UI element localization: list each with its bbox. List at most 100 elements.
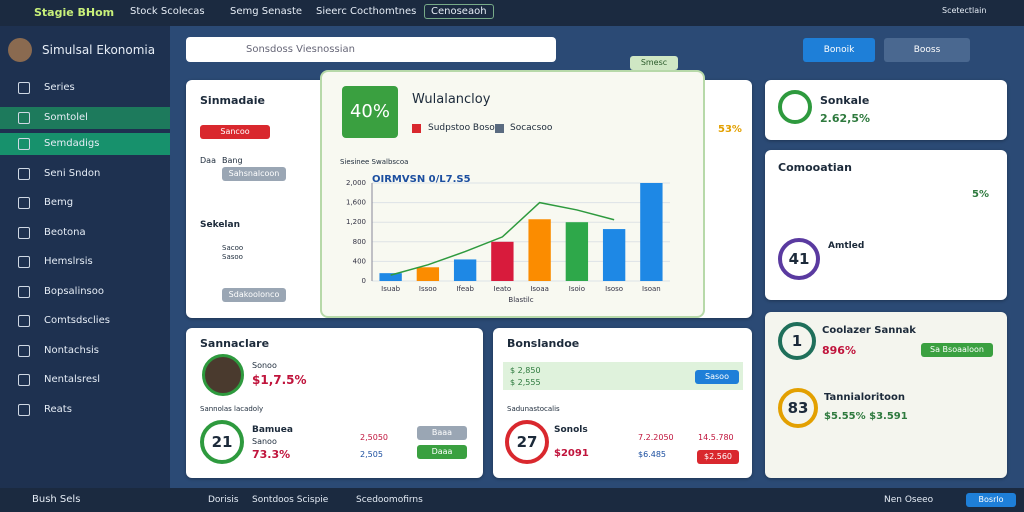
pct: 5% [972, 189, 989, 200]
x-tick-label: Ifeab [456, 285, 474, 293]
sidebar-item[interactable]: Semdadigs [44, 138, 100, 149]
card-title: Coolazer Sannak [822, 325, 916, 336]
y-tick-label: 800 [353, 238, 366, 246]
sidebar-icon [18, 374, 30, 386]
user[interactable]: Scetectlain [942, 6, 987, 15]
gauge: 1 [778, 322, 816, 360]
bottom-item[interactable]: Dorisis [208, 495, 239, 505]
side-pct: 53% [718, 124, 742, 135]
search[interactable] [186, 37, 556, 62]
sidebar-item[interactable]: Somtolel [44, 111, 88, 123]
section: Sekelan [200, 220, 240, 230]
bottom-right: Nen Oseeo [884, 495, 934, 505]
value: 2.62,5% [820, 112, 870, 125]
button[interactable]: Daaa [417, 445, 467, 459]
sub: $2091 [554, 448, 589, 459]
bar [491, 241, 514, 281]
profile[interactable]: Booss [884, 38, 970, 62]
x-tick-label: Isoaa [530, 285, 549, 293]
gauge: 41 [778, 238, 820, 280]
x-tick-label: Isoso [605, 285, 623, 293]
bottom-button[interactable]: Bosrlo [966, 493, 1016, 507]
tag: Sancoo [200, 125, 270, 139]
popup-title: Wulalancloy [412, 92, 491, 107]
tab[interactable]: Semg Senaste [230, 6, 303, 17]
card-title: Comooatian [778, 161, 852, 174]
toolbar-button[interactable]: Bonoik [803, 38, 875, 62]
sidebar-icon [18, 197, 30, 209]
sidebar-item[interactable]: Bemg [44, 197, 74, 208]
sidebar-item[interactable]: Nontachsis [44, 344, 100, 356]
button[interactable]: Sasoo [695, 370, 739, 384]
button[interactable]: Baaa [417, 426, 467, 440]
label: Bamuea [252, 425, 293, 435]
y-tick-label: 400 [353, 257, 366, 265]
sidebar-icon [18, 285, 30, 298]
sidebar-item[interactable]: Seni Sndon [44, 167, 101, 179]
y-tick-label: 1,200 [346, 218, 366, 226]
sidebar [0, 26, 170, 488]
sidebar-title: Simulsal Ekonomia [42, 43, 156, 57]
amount: $1,7.5% [252, 373, 307, 387]
sidebar-icon [18, 344, 30, 357]
bottom-item[interactable]: Scedoomofirns [356, 495, 423, 505]
big-tile: 40% [342, 86, 398, 138]
sidebar-item[interactable]: Bopsalinsoo [44, 285, 105, 297]
x-tick-label: Issoo [419, 285, 437, 293]
sidebar-item[interactable]: Beotona [44, 226, 86, 238]
x-tick-label: Ieato [494, 285, 512, 293]
tab[interactable]: Stock Scolecas [130, 6, 205, 17]
brand: Stagie BHom [34, 6, 115, 19]
button[interactable]: Sa Bsoaaloon [921, 343, 993, 357]
sidebar-item[interactable]: Reats [44, 403, 72, 415]
legend-swatch [412, 124, 421, 133]
gauge: 27 [505, 420, 549, 464]
chart: 0 400 800 1,200 1,600 2,000 Isuab Issoo Ifeab Iea… [346, 179, 670, 304]
name: Sonoo [252, 361, 277, 370]
sidebar-item[interactable]: Comtsdsclies [44, 315, 110, 326]
section: Sannolas lacadoly [200, 405, 264, 413]
x-tick-label: Isuab [381, 285, 400, 293]
value: $2.560 [697, 450, 739, 464]
avatar [8, 38, 32, 62]
trend-line [390, 201, 615, 276]
bar [453, 259, 477, 281]
section: Sadunastocalis [507, 405, 560, 413]
card-title: Bonslandoe [507, 337, 580, 350]
legend-swatch [495, 124, 504, 133]
bar [640, 183, 663, 281]
sub: Sanoo [252, 437, 277, 446]
y-tick-label: 0 [362, 277, 366, 285]
sidebar-item[interactable]: Series [44, 82, 75, 93]
sidebar-icon [18, 167, 30, 180]
sidebar-item[interactable]: Nentalsresl [44, 374, 101, 385]
tab[interactable]: Sieerc Cocthomtnes [316, 6, 417, 17]
row: $ 2,555 [510, 378, 541, 387]
sidebar-icon [18, 226, 30, 239]
value: 2,5050 [360, 433, 388, 442]
tab[interactable]: Cenoseaoh [424, 4, 494, 19]
label: Sonols [554, 425, 588, 435]
selected-bg [0, 133, 170, 155]
row: Daa [200, 156, 216, 165]
topbar [0, 0, 1024, 26]
sidebar-icon [18, 315, 30, 327]
sidebar-icon [18, 256, 30, 268]
gauge: 21 [200, 420, 244, 464]
pct: 73.3% [252, 448, 291, 461]
avatar [202, 354, 244, 396]
sidebar-icon [18, 138, 30, 150]
card-title: Sannaclare [200, 337, 270, 350]
icon [778, 90, 812, 124]
bottom-item[interactable]: Sontdoos Scispie [252, 495, 329, 505]
bar [416, 267, 440, 281]
bar [602, 229, 626, 281]
chip: Sahsnalcoon [222, 167, 286, 181]
gauge: 83 [778, 388, 818, 428]
x-tick-label: Isoan [642, 285, 661, 293]
bar [379, 273, 402, 281]
value: 2,505 [360, 450, 383, 459]
row: Bang [222, 156, 243, 165]
chip: Sasoo [222, 253, 243, 261]
sidebar-item[interactable]: Hemslrsis [44, 256, 93, 267]
